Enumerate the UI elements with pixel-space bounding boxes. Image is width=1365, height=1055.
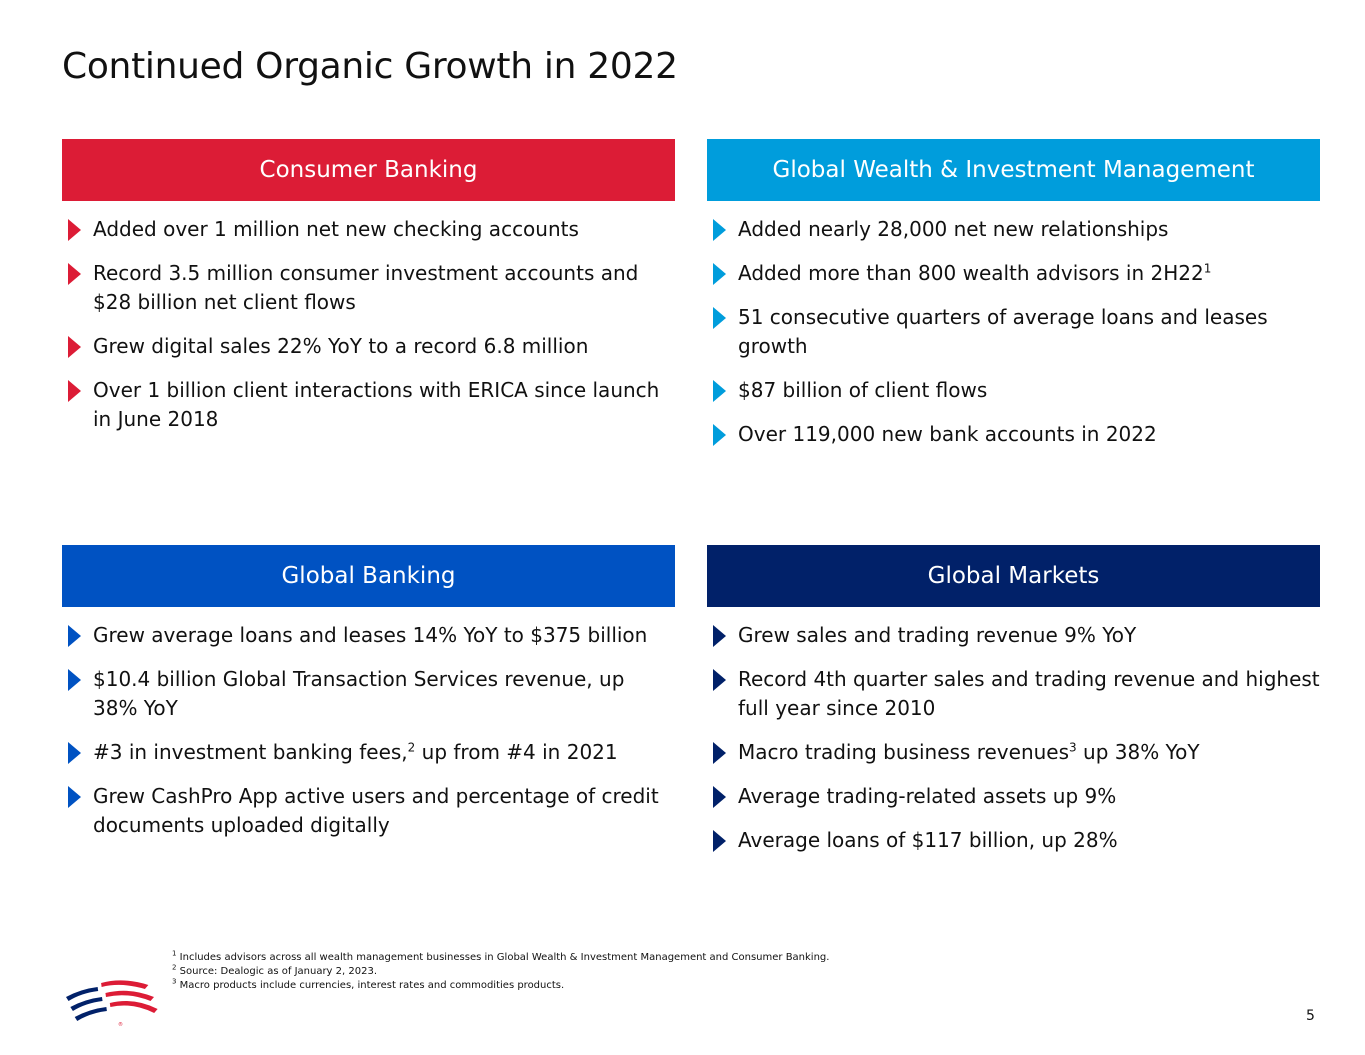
triangle-bullet-icon [68, 786, 81, 808]
bank-flag-logo-icon: ® [65, 980, 158, 1027]
page-number: 5 [1306, 1008, 1315, 1024]
bullet-item: Record 3.5 million consumer investment a… [62, 259, 675, 317]
footnote-2: 2 Source: Dealogic as of January 2, 2023… [172, 963, 377, 977]
consumer-banking-header: Consumer Banking [62, 139, 675, 201]
triangle-bullet-icon [68, 669, 81, 691]
wealth-management-header: Global Wealth & Investment Management [707, 139, 1320, 201]
bullet-text: Added nearly 28,000 net new relationship… [738, 217, 1169, 241]
triangle-bullet-icon [713, 307, 726, 329]
bullet-text: Average loans of $117 billion, up 28% [738, 828, 1118, 852]
footnotes: 1 Includes advisors across all wealth ma… [172, 949, 830, 993]
bullet-text: Added more than 800 wealth advisors in 2… [738, 261, 1204, 285]
bullet-text-after: up 38% YoY [1076, 740, 1200, 764]
bullet-text: 51 consecutive quarters of average loans… [738, 305, 1268, 358]
triangle-bullet-icon [713, 380, 726, 402]
global-banking-panel: Global Banking Grew average loans and le… [62, 545, 675, 855]
triangle-bullet-icon [713, 424, 726, 446]
bullet-item: Added more than 800 wealth advisors in 2… [707, 259, 1320, 288]
consumer-banking-bullets: Added over 1 million net new checking ac… [62, 201, 675, 434]
triangle-bullet-icon [713, 830, 726, 852]
triangle-bullet-icon [713, 219, 726, 241]
footnote-3: 3 Macro products include currencies, int… [172, 977, 565, 991]
footnote-ref: 2 [407, 740, 416, 755]
bullet-text: Macro trading business revenues [738, 740, 1070, 764]
bullet-item: Grew CashPro App active users and percen… [62, 782, 675, 840]
triangle-bullet-icon [713, 742, 726, 764]
bullet-item: Over 1 billion client interactions with … [62, 376, 675, 434]
triangle-bullet-icon [68, 336, 81, 358]
global-banking-bullets: Grew average loans and leases 14% YoY to… [62, 607, 675, 840]
global-banking-header: Global Banking [62, 545, 675, 607]
bullet-text: Grew sales and trading revenue 9% YoY [738, 623, 1137, 647]
bullet-text: Grew CashPro App active users and percen… [93, 784, 659, 837]
bullet-text: Record 3.5 million consumer investment a… [93, 261, 639, 314]
bullet-text: Record 4th quarter sales and trading rev… [738, 667, 1320, 720]
triangle-bullet-icon [68, 380, 81, 402]
bullet-text: #3 in investment banking fees, [93, 740, 408, 764]
bullet-item: Added over 1 million net new checking ac… [62, 215, 675, 244]
triangle-bullet-icon [713, 263, 726, 285]
footnote-ref: 1 [1203, 261, 1212, 276]
bullet-item: Average loans of $117 billion, up 28% [707, 826, 1320, 855]
wealth-management-bullets: Added nearly 28,000 net new relationship… [707, 201, 1320, 449]
bullet-item: Grew average loans and leases 14% YoY to… [62, 621, 675, 650]
bullet-item: Grew digital sales 22% YoY to a record 6… [62, 332, 675, 361]
footnote-ref: 3 [1069, 740, 1077, 755]
triangle-bullet-icon [68, 625, 81, 647]
global-markets-header: Global Markets [707, 545, 1320, 607]
bullet-text: $87 billion of client flows [738, 378, 988, 402]
bullet-text-after: up from #4 in 2021 [415, 740, 618, 764]
bullet-item: 51 consecutive quarters of average loans… [707, 303, 1320, 361]
triangle-bullet-icon [68, 263, 81, 285]
triangle-bullet-icon [68, 742, 81, 764]
bullet-text: Grew digital sales 22% YoY to a record 6… [93, 334, 589, 358]
bullet-text: Average trading-related assets up 9% [738, 784, 1117, 808]
bullet-item: Added nearly 28,000 net new relationship… [707, 215, 1320, 244]
global-markets-panel: Global Markets Grew sales and trading re… [707, 545, 1320, 870]
triangle-bullet-icon [713, 669, 726, 691]
bullet-text: $10.4 billion Global Transaction Service… [93, 667, 625, 720]
bullet-text: Grew average loans and leases 14% YoY to… [93, 623, 648, 647]
triangle-bullet-icon [713, 786, 726, 808]
bullet-item: Record 4th quarter sales and trading rev… [707, 665, 1320, 723]
bullet-text: Over 1 billion client interactions with … [93, 378, 660, 431]
bullet-item: $87 billion of client flows [707, 376, 1320, 405]
footnote-1: 1 Includes advisors across all wealth ma… [172, 949, 830, 963]
bullet-item: $10.4 billion Global Transaction Service… [62, 665, 675, 723]
triangle-bullet-icon [68, 219, 81, 241]
wealth-management-panel: Global Wealth & Investment Management Ad… [707, 139, 1320, 464]
bullet-item: Macro trading business revenues3 up 38% … [707, 738, 1320, 767]
bullet-item: Over 119,000 new bank accounts in 2022 [707, 420, 1320, 449]
bullet-item: #3 in investment banking fees,2 up from … [62, 738, 675, 767]
consumer-banking-panel: Consumer Banking Added over 1 million ne… [62, 139, 675, 449]
global-markets-bullets: Grew sales and trading revenue 9% YoY Rec… [707, 607, 1320, 855]
bullet-item: Grew sales and trading revenue 9% YoY [707, 621, 1320, 650]
bullet-text: Over 119,000 new bank accounts in 2022 [738, 422, 1157, 446]
bullet-item: Average trading-related assets up 9% [707, 782, 1320, 811]
svg-text:®: ® [118, 1021, 123, 1027]
page-title: Continued Organic Growth in 2022 [62, 46, 678, 87]
bullet-text: Added over 1 million net new checking ac… [93, 217, 579, 241]
triangle-bullet-icon [713, 625, 726, 647]
